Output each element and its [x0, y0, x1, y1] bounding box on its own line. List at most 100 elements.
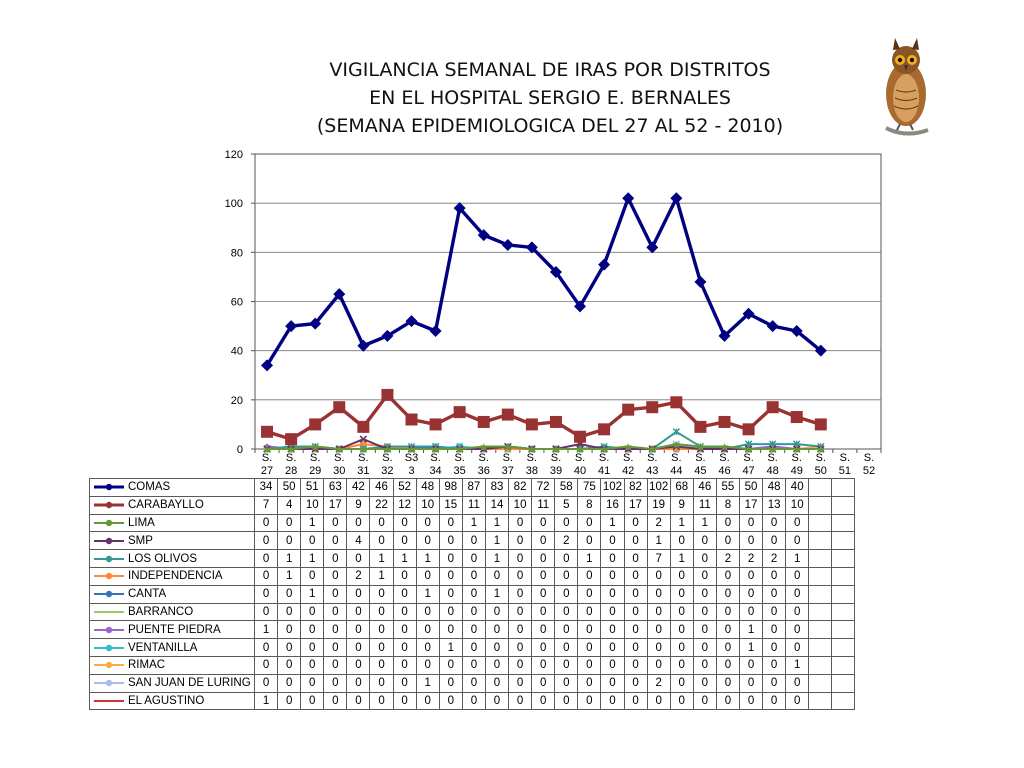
table-cell: 0 [461, 691, 486, 711]
point-carabayllo [718, 415, 731, 428]
table-cell: 19 [646, 495, 671, 515]
point-comas [357, 339, 370, 352]
point-comas [718, 329, 731, 342]
table-cell [808, 495, 833, 515]
x-tick-label: S. 42 [622, 452, 634, 477]
table-cell: 2 [738, 549, 764, 568]
table-cell: 0 [508, 691, 533, 711]
table-row-comas: COMAS 34 50 51 63 42 46 52 48 98 87 83 82 72 58 75 102 82… [89, 478, 856, 497]
point-carabayllo [453, 406, 466, 419]
table-cell: 48 [762, 478, 787, 497]
point-comas [790, 325, 803, 337]
table-cell: 0 [369, 584, 394, 604]
point-carabayllo [477, 415, 490, 428]
point-comas [814, 344, 827, 357]
table-cell: 0 [300, 638, 325, 657]
table-cell: 1 [369, 566, 394, 586]
table-cell: 0 [253, 638, 279, 657]
table-cell: 0 [646, 638, 671, 657]
table-cell [831, 513, 856, 533]
table-cell: 1 [785, 655, 810, 675]
table-cell: 1 [392, 549, 417, 568]
x-tick-label: S. 27 [261, 452, 273, 477]
table-row-lima: LIMA 0 0 1 0 0 0 0 0 0 1 1 0 0 0 0 1 0 2 1 1 0 0 0 0 [89, 513, 856, 533]
table-cell: 0 [738, 602, 764, 622]
table-cell: 0 [715, 566, 740, 586]
table-cell: 0 [369, 673, 394, 693]
chart-title: VIGILANCIA SEMANAL DE IRAS POR DISTRITOS… [200, 56, 900, 140]
table-cell: 0 [300, 531, 325, 551]
table-cell: 0 [577, 638, 602, 657]
legend-key-ventanilla [94, 644, 124, 651]
table-cell [808, 513, 833, 533]
point-carabayllo [549, 415, 562, 428]
point-lima [697, 443, 704, 450]
table-cell: 0 [738, 691, 764, 711]
table-cell: 0 [277, 638, 302, 657]
table-cell: 0 [415, 602, 440, 622]
table-cell: 0 [415, 513, 440, 533]
table-cell: 0 [323, 655, 348, 675]
table-cell: 0 [785, 620, 810, 640]
table-cell: 0 [554, 655, 579, 675]
table-cell: 0 [600, 655, 625, 675]
table-cell: 0 [669, 584, 694, 604]
x-tick-label: S. 34 [429, 452, 441, 477]
series-line-lima [267, 443, 821, 450]
legend-key-smp [94, 537, 124, 544]
table-cell: 0 [508, 638, 533, 657]
table-cell: 0 [692, 549, 717, 568]
table-cell: 1 [484, 513, 510, 533]
table-cell: 68 [669, 478, 694, 497]
table-cell: 0 [669, 620, 694, 640]
legend-label: VENTANILLA [128, 641, 198, 654]
legend-label: CARABAYLLO [128, 499, 204, 512]
table-cell: 0 [531, 513, 556, 533]
table-cell: 0 [646, 691, 671, 711]
point-lima [528, 445, 536, 453]
table-cell: 0 [508, 513, 533, 533]
table-cell: 1 [415, 673, 440, 693]
table-cell: 1 [577, 549, 602, 568]
x-tick-label: S. 37 [502, 452, 514, 477]
table-cell: 1 [253, 620, 279, 640]
table-cell: 0 [392, 584, 417, 604]
table-cell: 0 [438, 566, 463, 586]
point-lima [336, 445, 343, 453]
table-cell: 1 [785, 549, 810, 568]
table-cell: 0 [253, 584, 279, 604]
table-cell: 0 [669, 691, 694, 711]
table-row-el-agustino: EL AGUSTINO 1 0 0 0 0 0 0 0 0 0 0 0 0 0 0 0 0 0 0 0 0 0 0 0 [89, 691, 856, 711]
table-cell: 0 [646, 655, 671, 675]
table-cell: 7 [253, 495, 279, 515]
point-carabayllo [622, 403, 635, 416]
table-cell: 0 [392, 620, 417, 640]
table-cell: 0 [300, 673, 325, 693]
table-cell: 0 [253, 513, 279, 533]
table-cell: 0 [369, 531, 394, 551]
y-tick-label-100: 100 [225, 198, 243, 210]
table-cell: 0 [600, 620, 625, 640]
legend-label: SMP [128, 534, 153, 547]
table-cell: 0 [438, 584, 463, 604]
series-line-comas [265, 196, 822, 367]
table-cell: 102 [646, 478, 671, 497]
point-carabayllo [790, 411, 803, 424]
x-tick-label: S3 3 [405, 452, 418, 477]
table-cell: 2 [554, 531, 579, 551]
table-cell: 14 [484, 495, 510, 515]
table-cell: 11 [531, 495, 556, 515]
table-cell [808, 478, 833, 497]
table-cell: 82 [623, 478, 648, 497]
table-cell: 0 [508, 566, 533, 586]
table-cell: 0 [392, 655, 417, 675]
table-cell: 0 [669, 673, 694, 693]
point-comas [501, 238, 514, 251]
table-cell: 0 [600, 531, 625, 551]
table-cell: 22 [369, 495, 394, 515]
legend-entry: LOS OLIVOS [89, 549, 255, 568]
table-cell: 0 [554, 513, 579, 533]
table-cell: 0 [461, 584, 486, 604]
table-cell [831, 638, 856, 657]
table-cell: 0 [508, 602, 533, 622]
